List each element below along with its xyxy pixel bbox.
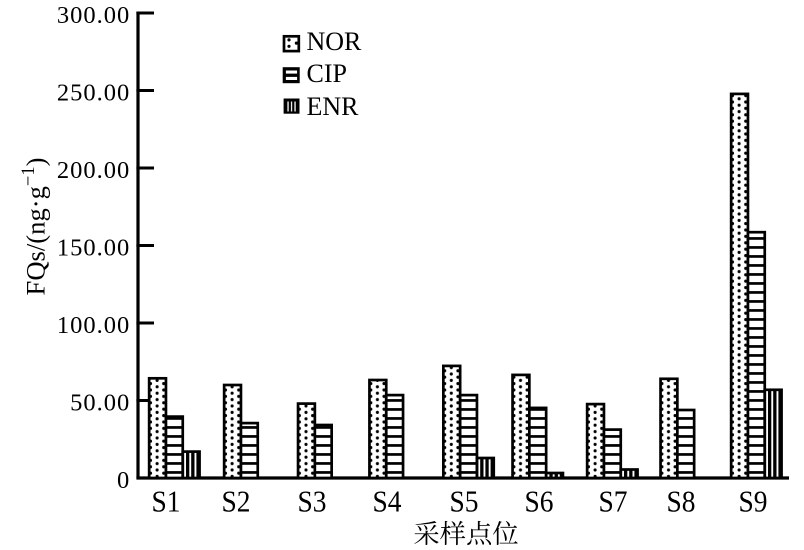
svg-text:ENR: ENR — [307, 92, 360, 121]
svg-text:S6: S6 — [525, 484, 554, 519]
svg-text:S3: S3 — [298, 484, 327, 519]
svg-text:S9: S9 — [739, 484, 768, 519]
svg-text:300.00: 300.00 — [57, 2, 130, 29]
svg-text:50.00: 50.00 — [70, 390, 130, 417]
svg-text:250.00: 250.00 — [57, 80, 130, 107]
svg-text:S7: S7 — [599, 484, 628, 519]
svg-text:S4: S4 — [373, 484, 402, 519]
svg-text:S8: S8 — [667, 484, 696, 519]
svg-text:NOR: NOR — [307, 27, 363, 56]
svg-text:100.00: 100.00 — [57, 312, 130, 339]
svg-text:S1: S1 — [152, 484, 181, 519]
svg-text:150.00: 150.00 — [57, 235, 130, 262]
svg-text:S2: S2 — [222, 484, 251, 519]
svg-text:200.00: 200.00 — [57, 157, 130, 184]
svg-text:S5: S5 — [450, 484, 479, 519]
svg-text:CIP: CIP — [307, 59, 347, 88]
svg-text:0: 0 — [117, 467, 130, 494]
